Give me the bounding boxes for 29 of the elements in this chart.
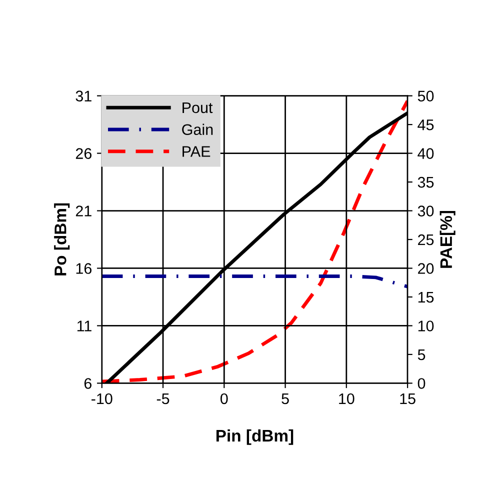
legend-label: Gain — [182, 124, 213, 136]
y2-tick-label: 30 — [418, 206, 434, 216]
y-tick-label: 31 — [76, 90, 92, 102]
y2-tick-label: 20 — [418, 263, 434, 274]
y-axis-title: Po [dBm] — [54, 203, 70, 276]
x-tick-label: 15 — [400, 393, 416, 404]
x-tick-label: 5 — [282, 393, 289, 404]
legend-label: Pout — [182, 102, 213, 114]
x-tick-label: 0 — [220, 393, 228, 404]
y2-tick-label: 5 — [418, 349, 426, 360]
y-tick-label: 26 — [76, 148, 92, 159]
y2-tick-label: 10 — [418, 320, 434, 332]
x-tick-label: 10 — [339, 393, 354, 404]
y2-tick-label: 0 — [418, 378, 426, 389]
y-tick-label: 16 — [76, 263, 92, 274]
y-tick-label: 6 — [84, 378, 92, 389]
x-axis-title: Pin [dBm] — [216, 429, 294, 445]
y2-axis-title: PAE[%] — [440, 210, 456, 268]
y-tick-label: 11 — [77, 320, 92, 332]
y2-tick-label: 45 — [418, 120, 434, 130]
y2-tick-label: 15 — [418, 292, 434, 303]
y2-tick-label: 50 — [418, 90, 434, 102]
y2-tick-label: 35 — [418, 176, 434, 188]
y-tick-label: 21 — [76, 206, 92, 216]
legend-label: PAE — [182, 146, 210, 157]
y2-tick-label: 40 — [418, 148, 434, 159]
x-tick-label: -10 — [92, 393, 112, 404]
x-tick-label: -5 — [156, 393, 170, 404]
y2-tick-label: 25 — [418, 234, 434, 246]
